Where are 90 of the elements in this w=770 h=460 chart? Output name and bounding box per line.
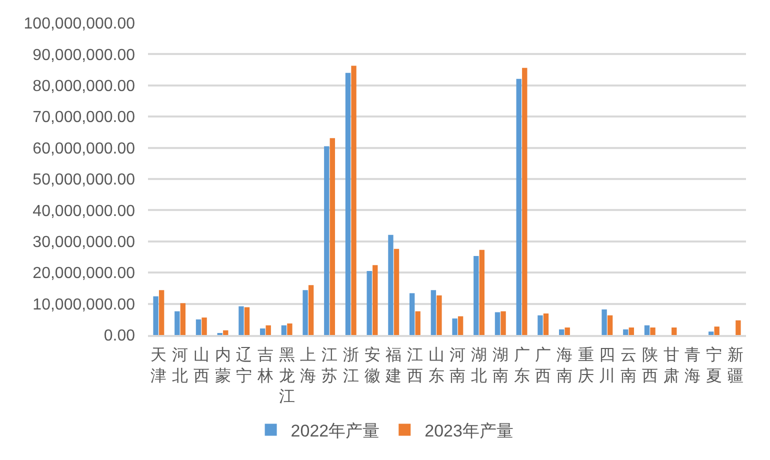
bar (516, 78, 522, 335)
y-tick-label: 0.00 (104, 328, 136, 345)
x-tick-label: 青海 (684, 346, 701, 385)
x-tick-label: 吉林 (256, 346, 274, 385)
bar (238, 306, 244, 335)
bar (500, 311, 506, 335)
x-tick-label: 甘肃 (663, 346, 680, 385)
x-tick-label: 浙江 (342, 346, 359, 385)
x-tick-label: 四川 (599, 346, 616, 385)
bar (623, 329, 628, 335)
x-tick-label: 云南 (620, 346, 637, 385)
bar (628, 328, 634, 335)
x-tick-label: 上海 (300, 346, 316, 385)
legend-label: 2023年产量 (424, 421, 514, 440)
bar (672, 328, 677, 335)
bar (736, 320, 741, 335)
bar (266, 325, 271, 335)
bar (366, 271, 372, 335)
bar (458, 316, 464, 335)
bar (415, 311, 420, 335)
bar (409, 293, 415, 335)
x-tick-label: 山西 (193, 346, 210, 385)
y-tick-label: 50,000,000.00 (32, 172, 136, 189)
x-tick-label: 江苏 (322, 346, 338, 385)
bar (714, 326, 720, 335)
y-tick-label: 60,000,000.00 (32, 140, 136, 158)
y-tick-label: 100,000,000.00 (24, 16, 136, 33)
y-tick-label: 40,000,000.00 (32, 202, 136, 220)
x-tick-label: 山东 (428, 346, 444, 385)
bar (494, 312, 500, 335)
bar (394, 248, 400, 335)
x-tick-label: 黑龙江 (278, 346, 295, 406)
y-tick-label: 20,000,000.00 (32, 265, 136, 282)
x-tick-label: 安徽 (364, 346, 380, 385)
x-tick-label: 辽宁 (236, 346, 252, 385)
bar (522, 68, 528, 335)
y-tick-label: 30,000,000.00 (32, 234, 136, 251)
x-tick-label: 广西 (535, 346, 552, 385)
bar (538, 315, 543, 335)
y-tick-label: 90,000,000.00 (32, 46, 136, 64)
bar (180, 303, 186, 335)
bar (223, 330, 228, 335)
bar (308, 285, 314, 335)
x-tick-label: 河北 (172, 346, 188, 385)
bar (558, 329, 564, 335)
bar (479, 250, 485, 335)
bar (602, 309, 607, 335)
bar (196, 319, 202, 335)
x-tick-label: 福建 (384, 346, 402, 385)
bar (452, 318, 458, 335)
x-tick-label: 江西 (406, 346, 423, 385)
x-tick-label: 内蒙 (214, 346, 231, 385)
bar (287, 323, 292, 335)
x-tick-label: 陕西 (642, 346, 658, 385)
bar (324, 146, 330, 335)
x-tick-label: 宁夏 (706, 346, 722, 385)
bar (644, 325, 650, 335)
bar (202, 318, 207, 335)
bar (372, 265, 378, 335)
y-tick-label: 70,000,000.00 (32, 109, 136, 126)
x-tick-label: 湖北 (471, 346, 488, 385)
x-tick-label: 广东 (514, 346, 530, 385)
bar (174, 311, 180, 335)
bar (345, 72, 351, 335)
bar (436, 295, 442, 335)
bar (260, 328, 266, 335)
bar (543, 313, 549, 335)
bar (153, 296, 158, 335)
x-tick-label: 河南 (450, 346, 466, 385)
x-tick-label: 重庆 (578, 346, 594, 385)
bar (351, 66, 356, 335)
bar (244, 307, 250, 335)
bar (388, 234, 394, 335)
bar (650, 328, 656, 335)
bar (474, 256, 479, 335)
x-tick-label: 湖南 (492, 346, 508, 385)
bar (281, 325, 287, 335)
x-tick-label: 海南 (556, 346, 572, 385)
x-tick-label: 新疆 (727, 346, 744, 385)
bar (430, 290, 436, 335)
legend-label: 2022年产量 (290, 421, 380, 440)
bar (302, 290, 308, 335)
bar (708, 332, 714, 335)
x-tick-label: 天津 (150, 346, 167, 385)
bar (607, 315, 613, 335)
y-tick-label: 80,000,000.00 (32, 78, 136, 95)
bar (330, 138, 336, 335)
bar (564, 328, 570, 335)
y-tick-label: 10,000,000.00 (32, 296, 136, 314)
bar (158, 290, 164, 335)
